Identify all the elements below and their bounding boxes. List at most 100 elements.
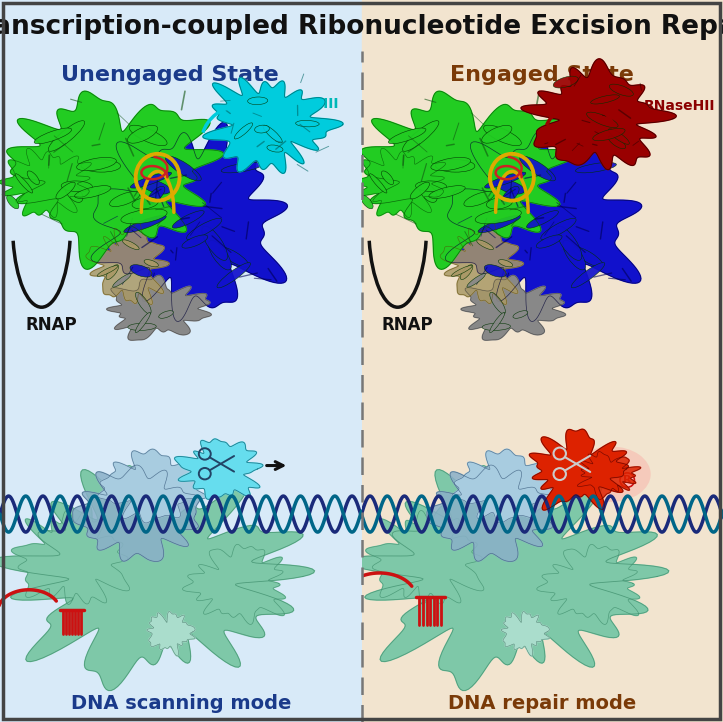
Polygon shape	[203, 77, 343, 173]
Text: DNA scanning mode: DNA scanning mode	[71, 695, 291, 713]
Ellipse shape	[571, 263, 605, 288]
Ellipse shape	[81, 160, 121, 172]
Ellipse shape	[65, 183, 83, 202]
Ellipse shape	[77, 157, 116, 170]
Ellipse shape	[144, 260, 158, 267]
Ellipse shape	[97, 266, 118, 277]
Ellipse shape	[541, 218, 576, 240]
Ellipse shape	[142, 180, 170, 194]
Polygon shape	[147, 612, 195, 656]
Ellipse shape	[484, 172, 526, 188]
Polygon shape	[182, 544, 286, 625]
Ellipse shape	[202, 226, 228, 261]
Text: RNAP: RNAP	[382, 316, 433, 334]
Ellipse shape	[122, 240, 139, 250]
Polygon shape	[427, 465, 555, 562]
Ellipse shape	[451, 266, 472, 277]
Ellipse shape	[526, 211, 558, 228]
Ellipse shape	[234, 123, 252, 139]
Ellipse shape	[467, 274, 485, 287]
Ellipse shape	[608, 136, 625, 149]
Ellipse shape	[135, 292, 151, 314]
Ellipse shape	[61, 181, 93, 191]
Ellipse shape	[158, 310, 174, 318]
Ellipse shape	[172, 211, 204, 228]
Ellipse shape	[132, 197, 158, 209]
Ellipse shape	[482, 323, 510, 331]
Polygon shape	[536, 544, 640, 625]
Ellipse shape	[501, 186, 519, 204]
Bar	[362, 0, 723, 51]
Ellipse shape	[254, 125, 270, 133]
Ellipse shape	[382, 171, 393, 185]
Ellipse shape	[187, 218, 222, 240]
Text: Engaged State: Engaged State	[450, 65, 634, 85]
Ellipse shape	[489, 313, 505, 333]
Ellipse shape	[130, 172, 171, 188]
Ellipse shape	[147, 186, 165, 204]
Ellipse shape	[431, 157, 471, 170]
Polygon shape	[445, 122, 642, 321]
Ellipse shape	[476, 240, 493, 250]
Polygon shape	[98, 449, 212, 523]
Polygon shape	[346, 466, 669, 690]
Ellipse shape	[124, 215, 166, 232]
Ellipse shape	[248, 97, 268, 105]
Ellipse shape	[129, 125, 167, 146]
Ellipse shape	[208, 240, 231, 270]
Polygon shape	[12, 506, 129, 604]
Ellipse shape	[56, 182, 75, 199]
Text: RNaseHII: RNaseHII	[644, 99, 715, 113]
Ellipse shape	[496, 180, 524, 194]
Ellipse shape	[556, 226, 582, 261]
Ellipse shape	[593, 129, 625, 141]
Ellipse shape	[591, 95, 620, 104]
Ellipse shape	[573, 247, 603, 267]
Ellipse shape	[15, 174, 33, 193]
Ellipse shape	[267, 145, 283, 152]
Ellipse shape	[484, 125, 521, 146]
Ellipse shape	[576, 162, 617, 173]
Ellipse shape	[296, 121, 319, 127]
Ellipse shape	[464, 191, 495, 206]
Text: RNaseHII: RNaseHII	[268, 97, 339, 111]
Ellipse shape	[489, 292, 505, 314]
Polygon shape	[7, 91, 223, 269]
Text: Unengaged State: Unengaged State	[61, 65, 279, 85]
Ellipse shape	[609, 84, 633, 96]
Ellipse shape	[128, 323, 156, 331]
Ellipse shape	[130, 265, 152, 277]
Ellipse shape	[219, 247, 249, 267]
Bar	[0, 0, 362, 51]
Polygon shape	[0, 148, 91, 217]
Ellipse shape	[513, 310, 528, 318]
Polygon shape	[366, 506, 484, 604]
Polygon shape	[440, 222, 523, 305]
Ellipse shape	[562, 240, 586, 270]
Ellipse shape	[74, 186, 111, 199]
Polygon shape	[452, 449, 566, 523]
Ellipse shape	[498, 260, 513, 267]
Polygon shape	[521, 58, 676, 170]
Ellipse shape	[388, 128, 426, 144]
Ellipse shape	[419, 183, 437, 202]
Ellipse shape	[217, 263, 251, 288]
Ellipse shape	[110, 191, 140, 206]
Ellipse shape	[7, 195, 19, 209]
Text: RNAP: RNAP	[25, 316, 77, 334]
Ellipse shape	[135, 313, 150, 333]
Ellipse shape	[121, 209, 167, 224]
Ellipse shape	[221, 162, 262, 173]
Ellipse shape	[263, 125, 282, 143]
Ellipse shape	[484, 265, 506, 277]
Ellipse shape	[106, 265, 119, 279]
Ellipse shape	[27, 171, 39, 185]
Text: R: R	[623, 475, 631, 485]
Ellipse shape	[482, 126, 512, 143]
Ellipse shape	[403, 121, 439, 152]
Ellipse shape	[361, 195, 373, 209]
Polygon shape	[578, 451, 641, 500]
Polygon shape	[174, 439, 263, 500]
Ellipse shape	[369, 174, 387, 193]
Ellipse shape	[475, 209, 521, 224]
